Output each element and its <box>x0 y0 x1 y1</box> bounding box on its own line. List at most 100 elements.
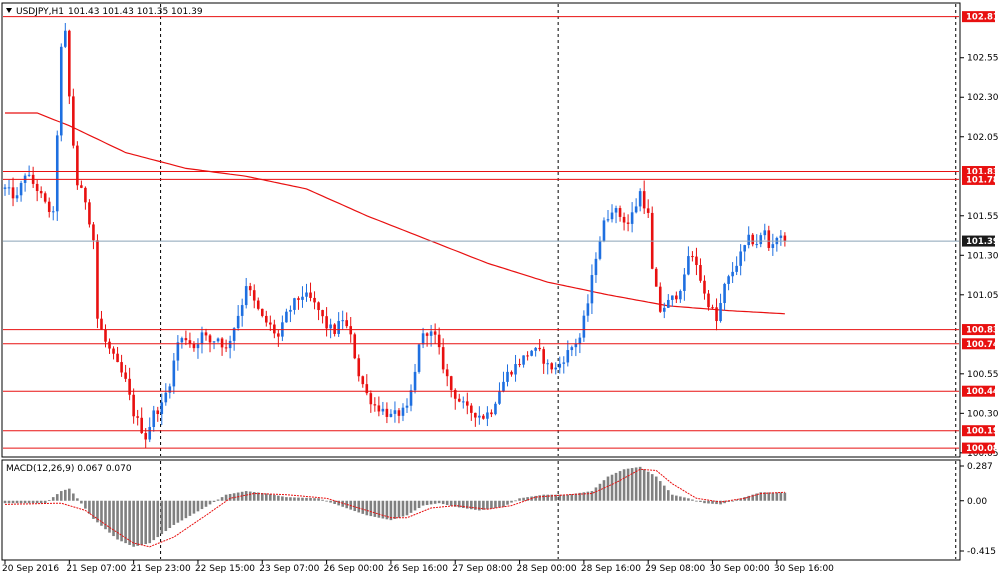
x-tick-label-5: 26 Sep 00:00 <box>324 564 384 574</box>
macd-bar-147 <box>594 487 598 501</box>
macd-bar-94 <box>381 500 385 519</box>
macd-bar-76 <box>309 498 312 501</box>
dropdown-triangle-icon[interactable] <box>6 8 12 13</box>
macd-bar-178 <box>719 500 722 505</box>
macd-bar-141 <box>570 494 574 501</box>
candle-body-149 <box>602 220 606 242</box>
candle-body-23 <box>96 240 99 319</box>
macd-bar-142 <box>574 493 578 501</box>
macd-bar-148 <box>598 483 602 501</box>
candle-body-122 <box>494 403 497 415</box>
macd-signal-path <box>4 468 785 548</box>
level-badge-label-7: 100.08 <box>966 444 999 454</box>
x-tick-label-3: 22 Sep 15:00 <box>195 564 255 574</box>
candle-body-168 <box>679 290 682 300</box>
level-badge-6 <box>962 425 995 437</box>
level-badge-label-5: 100.44 <box>966 387 999 397</box>
macd-tick-label-1: 0.00 <box>967 497 987 507</box>
candle-body-194 <box>783 235 787 242</box>
level-badge-2 <box>962 173 995 185</box>
macd-bar-150 <box>606 476 610 501</box>
macd-bar-113 <box>457 500 461 508</box>
candle-body-72 <box>293 298 296 310</box>
level-badge-label-4: 100.74 <box>966 340 999 350</box>
candle-body-152 <box>614 208 618 213</box>
chart-header: USDJPY,H1 101.43 101.43 101.35 101.39 <box>6 7 203 17</box>
macd-bar-137 <box>554 494 558 501</box>
macd-bar-5 <box>23 500 27 504</box>
macd-bar-25 <box>104 500 107 530</box>
macd-bar-160 <box>646 471 650 501</box>
candle-body-41 <box>168 386 172 393</box>
candle-body-169 <box>683 274 686 291</box>
candle-body-3 <box>15 195 19 199</box>
candle-body-172 <box>695 256 698 266</box>
candle-body-64 <box>260 308 264 316</box>
macd-bar-138 <box>558 494 562 501</box>
macd-bar-124 <box>502 500 505 507</box>
y-tick-label-3: 101.55 <box>967 212 999 222</box>
macd-bar-110 <box>445 500 449 505</box>
macd-bar-75 <box>305 497 308 501</box>
macd-bar-193 <box>779 492 783 501</box>
candle-body-179 <box>723 283 726 304</box>
candle-body-166 <box>671 295 674 300</box>
price-axis[interactable]: 102.55 102.30 102.05 101.55 101.30 101.05 100.… <box>960 11 999 459</box>
candle-body-50 <box>204 332 208 336</box>
candle-body-110 <box>445 369 449 377</box>
macd-bar-68 <box>277 495 280 501</box>
candle-body-174 <box>703 280 706 294</box>
candle-body-33 <box>136 416 139 418</box>
candle-body-2 <box>11 187 15 199</box>
macd-bar-44 <box>180 500 184 521</box>
y-tick-label-2: 102.05 <box>967 133 999 143</box>
macd-signal-line <box>4 468 785 548</box>
candle-body-91 <box>369 393 373 405</box>
candle-body-77 <box>313 297 316 303</box>
level-badge-label-6: 100.19 <box>966 427 999 437</box>
macd-bar-118 <box>478 500 481 511</box>
macd-bar-169 <box>683 497 686 501</box>
candle-body-30 <box>124 372 127 379</box>
candle-body-157 <box>634 206 638 213</box>
candle-body-170 <box>687 256 690 275</box>
candle-body-136 <box>550 363 554 370</box>
candle-body-73 <box>297 298 300 300</box>
candle-body-180 <box>727 276 730 284</box>
candle-body-96 <box>389 413 393 417</box>
macd-bar-115 <box>466 500 469 509</box>
candle-body-100 <box>405 405 409 408</box>
macd-bar-80 <box>325 500 328 502</box>
macd-bar-50 <box>204 500 208 507</box>
candle-body-18 <box>76 145 79 186</box>
candle-body-54 <box>220 338 224 348</box>
level-badge-0 <box>962 11 995 23</box>
macd-bar-85 <box>345 500 348 509</box>
macd-bar-176 <box>711 500 714 504</box>
candle-body-22 <box>92 224 95 241</box>
candle-body-124 <box>502 381 505 392</box>
candle-body-190 <box>767 230 771 248</box>
macd-bar-64 <box>260 493 264 501</box>
macd-pane[interactable]: MACD(12,26,9) 0.067 0.070 <box>1 459 1000 561</box>
macd-bar-194 <box>783 492 787 501</box>
macd-bar-71 <box>289 497 292 501</box>
candle-body-58 <box>236 315 240 329</box>
candle-body-132 <box>534 347 537 351</box>
price-pane[interactable] <box>1 2 1000 458</box>
candle-body-94 <box>381 408 385 412</box>
candle-body-78 <box>317 302 320 311</box>
macd-bar-109 <box>441 500 445 505</box>
candle-body-39 <box>160 402 164 415</box>
macd-bar-47 <box>192 500 196 514</box>
macd-bar-166 <box>671 494 674 501</box>
candle-body-88 <box>357 358 361 377</box>
candle-body-80 <box>325 316 328 329</box>
level-badge-1 <box>962 166 995 178</box>
macd-bar-77 <box>313 498 316 501</box>
macd-bar-60 <box>244 491 248 501</box>
macd-bar-146 <box>590 491 594 501</box>
candle-body-129 <box>522 355 525 365</box>
macd-bar-3 <box>15 500 19 504</box>
macd-bar-67 <box>273 494 276 501</box>
